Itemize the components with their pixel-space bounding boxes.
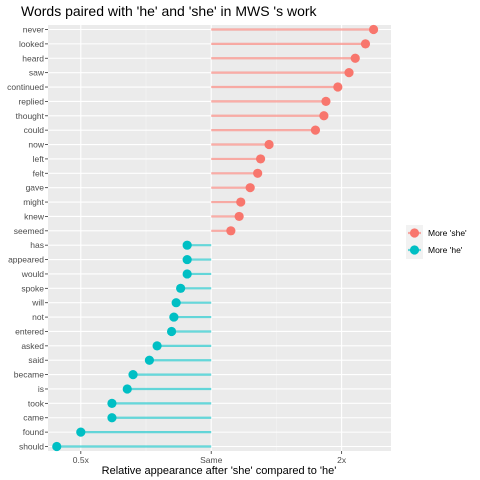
y-tick-label: could [24,125,45,135]
x-axis: 0.5x Same 2x [73,451,347,465]
y-tick-label: appeared [8,255,44,265]
lollipop-point [344,68,354,78]
y-tick-label: heard [22,53,44,63]
y-tick-label: not [32,312,44,322]
y-tick-label: is [38,384,44,394]
y-tick-label: continued [7,82,44,92]
legend-key-point [409,245,420,255]
legend: More 'she' More 'he' [406,225,467,259]
y-axis-labels: never looked heard saw continued replied thoug… [7,25,45,452]
lollipop-point [144,355,155,365]
x-tick-label: 2x [337,455,347,465]
legend-label: More 'she' [428,228,467,238]
legend-item: More 'he' [406,242,463,259]
lollipop-point [360,39,371,49]
y-tick-label: felt [33,168,45,178]
legend-key-point [409,228,420,238]
chart-title: Words paired with 'he' and 'she' in MWS … [21,3,318,19]
lollipop-point [182,269,192,279]
lollipop-stems [56,28,374,448]
lollipop-point [76,427,86,437]
lollipop-point [245,183,255,193]
lollipop-point [310,125,321,135]
lollipop-point [234,211,244,222]
y-tick-label: spoke [21,283,44,293]
y-tick-label: would [21,269,44,279]
lollipop-point [350,53,360,63]
y-tick-label: came [23,413,44,423]
lollipop-point [368,24,379,35]
lollipop-point [253,168,263,178]
y-tick-label: should [19,442,44,452]
y-tick-label: asked [21,341,44,351]
lollipop-point [236,197,246,207]
lollipop-point [107,413,117,423]
x-tick-label: 0.5x [73,455,90,465]
y-tick-label: gave [26,183,45,193]
y-tick-label: took [28,398,45,408]
legend-label: More 'he' [428,245,463,255]
y-tick-label: seemed [14,226,45,236]
y-tick-label: might [23,197,44,207]
y-axis-ticks [45,29,48,447]
lollipop-point [52,441,62,452]
y-tick-label: entered [15,326,44,336]
y-tick-label: will [31,298,44,308]
y-tick-label: looked [19,39,44,49]
legend-item: More 'she' [406,225,467,242]
y-tick-label: never [23,25,44,35]
lollipop-point [166,326,177,337]
x-axis-title: Relative appearance after 'she' compared… [102,465,337,477]
y-tick-label: now [28,140,44,150]
y-tick-label: has [30,240,44,250]
y-tick-label: found [23,427,45,437]
lollipop-point [319,111,329,121]
lollipop-point [321,96,331,106]
lollipop-points [52,24,379,452]
y-tick-label: left [33,154,45,164]
y-tick-label: became [14,370,45,380]
minor-gridlines [145,25,277,451]
lollipop-point [255,154,266,164]
lollipop-point [333,82,343,92]
lollipop-point [182,254,192,265]
lollipop-point [182,240,192,250]
lollipop-point [176,283,186,293]
plot-panel [48,25,391,451]
y-tick-label: thought [16,111,45,121]
lollipop-point [122,384,132,394]
lollipop-point [169,312,179,322]
y-tick-label: replied [18,96,44,106]
lollipop-point [152,341,162,351]
y-tick-label: said [28,355,44,365]
y-tick-label: saw [29,68,45,78]
lollipop-point [226,226,236,236]
lollipop-point [171,298,181,308]
lollipop-point [107,398,117,408]
x-tick-label: Same [200,455,222,465]
y-tick-label: knew [24,211,45,221]
lollipop-point [264,139,274,150]
lollipop-point [128,370,138,380]
